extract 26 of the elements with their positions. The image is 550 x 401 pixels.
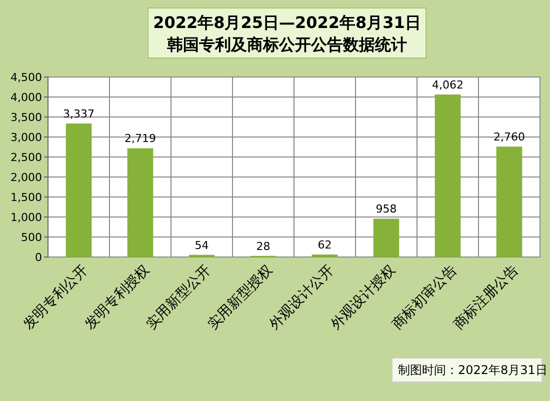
data-label: 2,719 (124, 132, 156, 146)
y-tick-label: 500 (21, 230, 42, 244)
y-tick-label: 2,000 (10, 170, 42, 184)
y-tick-label: 1,000 (10, 210, 42, 224)
data-label: 3,337 (63, 108, 94, 121)
y-tick-label: 4,000 (10, 90, 42, 104)
bar (373, 218, 400, 257)
bar (127, 148, 154, 257)
bar (434, 94, 461, 257)
y-tick-label: 2,500 (10, 150, 42, 164)
data-label: 62 (318, 238, 332, 252)
data-label: 54 (194, 238, 209, 252)
data-label: 28 (256, 240, 270, 253)
y-tick-label: 1,500 (10, 190, 42, 204)
text: 制图时间：2022年8月31日 (398, 363, 548, 377)
bar (496, 146, 522, 257)
data-label: 4,062 (432, 78, 464, 92)
bar (66, 124, 92, 257)
chart-title: 2022年8月25日—2022年8月31日 (153, 13, 421, 32)
chart-subtitle: 韩国专利及商标公开公告数据统计 (166, 35, 407, 54)
data-label: 2,760 (494, 130, 525, 144)
y-tick-label: 3,000 (10, 130, 42, 144)
data-label: 958 (376, 202, 397, 216)
y-tick-label: 4,500 (10, 70, 42, 84)
y-tick-label: 0 (35, 250, 42, 264)
y-tick-label: 3,500 (10, 110, 42, 124)
